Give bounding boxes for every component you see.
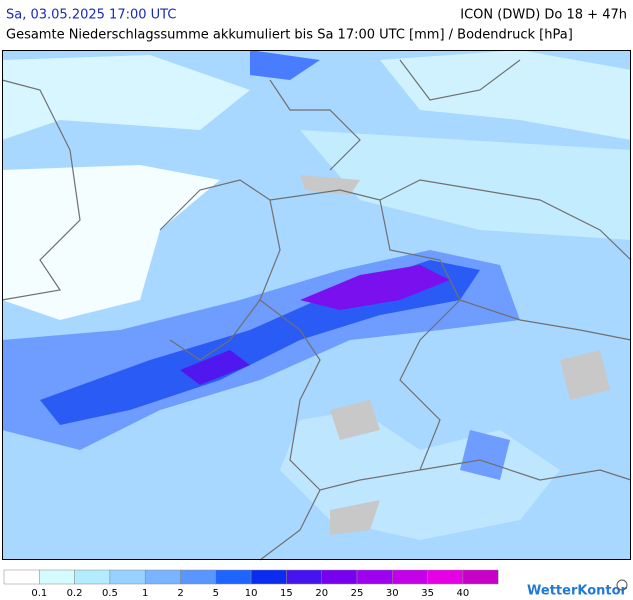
map-title: Sa, 03.05.2025 17:00 UTC [6,8,176,23]
brand-name: WetterKontor [527,584,628,599]
dry-land [560,350,610,400]
map-frame [2,50,631,560]
legend-label: 35 [421,588,434,599]
dry-land [330,400,380,440]
legend-label: 0.1 [31,588,47,599]
map [1,50,632,561]
legend-label: 20 [315,588,328,599]
legend-swatch [427,569,464,585]
legend-swatch [250,569,287,585]
band-core [300,265,450,310]
legend-swatch [39,569,75,585]
legend-swatch [215,569,252,585]
legend-label: 0.2 [67,588,83,599]
legend-swatch [321,569,358,585]
band-core [180,350,250,385]
legend-label: 5 [213,588,219,599]
legend-swatch [462,569,499,585]
light-precip [300,130,631,240]
legend-label: 0.5 [102,588,118,599]
borders [1,59,632,561]
legend-swatch [74,569,111,585]
legend-swatch [356,569,393,585]
legend-swatch [109,569,146,585]
legend-label: 1 [142,588,148,599]
legend-swatch [144,569,181,585]
map-subtitle: Gesamte Niederschlagssumme akkumuliert b… [6,28,573,43]
brand: WetterKontor [527,579,628,599]
dry-land [330,500,380,535]
light-precip [380,50,631,140]
legend-swatch [286,569,322,585]
legend-swatch [3,569,40,585]
legend-label: 25 [351,588,364,599]
dry-land [300,175,360,195]
legend-swatch [392,569,428,585]
legend-label: 2 [177,588,183,599]
legend-swatch [180,569,217,585]
brand-icon [616,579,628,591]
dry-area [2,165,220,320]
legend-label: 40 [457,588,470,599]
legend-label: 15 [280,588,293,599]
legend-label: 30 [386,588,399,599]
shower [250,50,320,80]
shower [460,430,510,480]
legend-label: 10 [245,588,258,599]
model-run: ICON (DWD) Do 18 + 47h [460,8,627,23]
light-precip [2,55,250,140]
legend: 0.1 0.2 0.5 1 2 5 10 15 20 25 30 35 40 [3,569,499,599]
